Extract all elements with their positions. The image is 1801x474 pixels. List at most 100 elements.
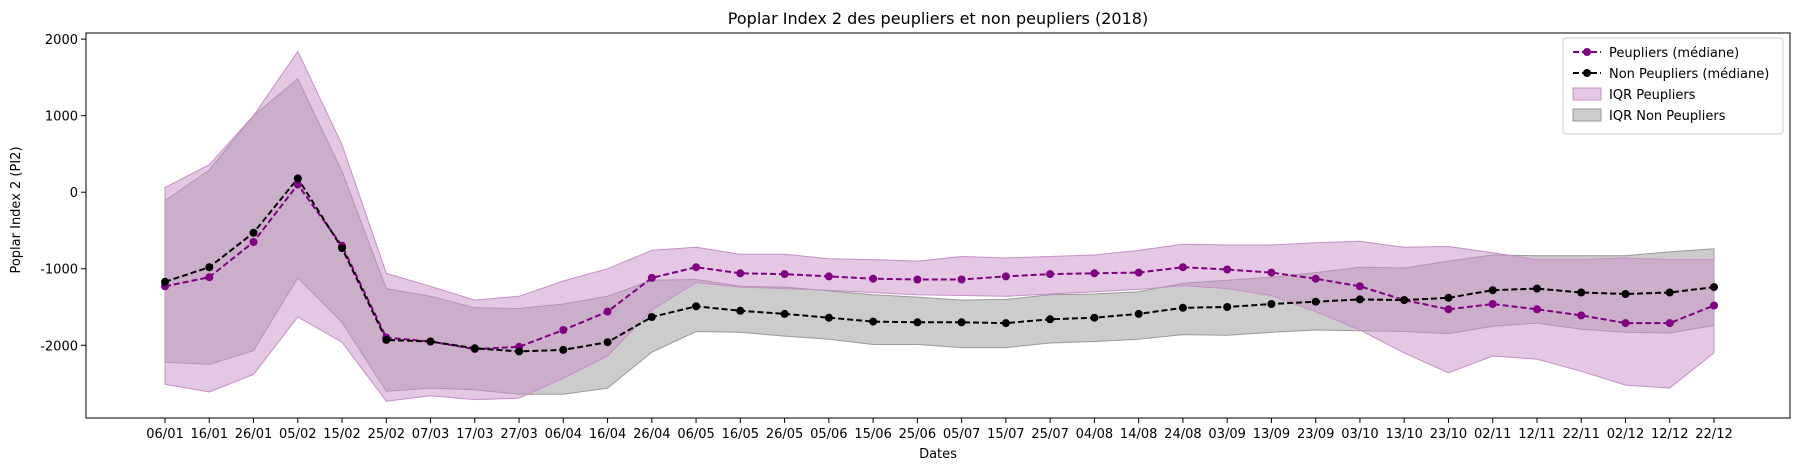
x-tick-label: 04/08: [1076, 427, 1113, 442]
series-1-point: [1488, 286, 1497, 295]
x-tick-label: 23/09: [1297, 427, 1334, 442]
series-1-point: [1533, 284, 1541, 293]
series-0-point: [1090, 269, 1099, 278]
x-tick-label: 16/05: [722, 427, 759, 442]
series-0-point: [293, 180, 302, 189]
x-tick-label: 06/01: [146, 427, 183, 442]
series-1-point: [426, 337, 435, 346]
x-tick-label: 26/04: [633, 427, 670, 442]
series-0-point: [1665, 319, 1674, 328]
median-points: [161, 174, 1718, 356]
series-0-point: [1311, 274, 1320, 283]
x-tick-label: 15/06: [854, 427, 891, 442]
series-0-point: [1223, 265, 1232, 274]
x-tick-label: 05/02: [279, 427, 316, 442]
series-1-point: [1710, 283, 1718, 292]
series-line-1: [164, 176, 1715, 353]
legend-swatch-marker: [1583, 48, 1591, 56]
x-tick-label: 24/08: [1164, 427, 1201, 442]
x-tick-label: 13/09: [1253, 427, 1290, 442]
x-tick-label: 07/03: [412, 427, 449, 442]
series-1-point: [161, 277, 169, 286]
series-1-point: [1444, 293, 1453, 302]
x-tick-label: 05/07: [943, 427, 980, 442]
x-tick-label: 15/02: [323, 427, 360, 442]
series-1-point: [824, 313, 833, 322]
series-1-point: [1621, 290, 1630, 298]
legend-label: IQR Non Peupliers: [1609, 109, 1726, 124]
x-axis-ticks: 06/01 16/01 26/01 05/02 15/02 25/02 07/03 17/03…: [146, 418, 1733, 442]
series-1-point: [1223, 303, 1232, 311]
x-tick-label: 25/06: [899, 427, 936, 442]
series-0-point: [736, 269, 745, 278]
series-1-point: [780, 309, 789, 318]
series-0-point: [1488, 300, 1497, 308]
series-1-point: [382, 335, 391, 344]
series-1-point: [559, 345, 568, 354]
legend-label: Non Peupliers (médiane): [1609, 67, 1769, 82]
series-1-point: [1178, 303, 1187, 312]
band-2: [164, 50, 1715, 402]
series-0-point: [1533, 305, 1541, 314]
y-axis-ticks: -2000 -1000 0 1000 2000: [40, 33, 86, 354]
x-tick-label: 03/10: [1341, 427, 1378, 442]
x-tick-label: 06/05: [677, 427, 714, 442]
legend-swatch-band: [1572, 108, 1602, 122]
series-0-point: [647, 273, 656, 282]
series-0-point: [957, 275, 966, 284]
series-0-point: [249, 238, 258, 246]
series-1-point: [1577, 288, 1586, 297]
x-tick-label: 12/11: [1518, 427, 1555, 442]
x-tick-label: 16/01: [191, 427, 228, 442]
x-axis-label: Dates: [919, 447, 957, 462]
x-tick-label: 16/04: [589, 427, 626, 442]
median-lines: [164, 176, 1715, 353]
series-1-point: [293, 174, 302, 183]
legend-label: Peupliers (médiane): [1609, 46, 1739, 61]
y-tick-label: 0: [70, 186, 78, 201]
series-1-point: [1665, 288, 1674, 297]
series-1-point: [470, 344, 479, 353]
y-axis-label: Poplar Index 2 (PI2): [9, 146, 24, 273]
legend: Peupliers (médiane) Non Peupliers (médian…: [1562, 37, 1784, 135]
series-1-point: [869, 317, 878, 326]
series-1-point: [1355, 295, 1364, 304]
x-tick-label: 22/11: [1562, 427, 1599, 442]
x-tick-label: 02/11: [1474, 427, 1511, 442]
x-tick-label: 27/03: [500, 427, 537, 442]
x-tick-label: 05/06: [810, 427, 847, 442]
y-tick-label: -1000: [40, 263, 78, 278]
series-line-0: [164, 182, 1715, 351]
series-0-point: [559, 326, 568, 334]
series-1-point: [736, 306, 745, 315]
x-tick-label: 23/10: [1430, 427, 1467, 442]
series-1-point: [913, 318, 922, 327]
series-1-point: [603, 338, 612, 347]
series-0-point: [1577, 311, 1586, 320]
series-0-point: [692, 263, 701, 272]
series-0-point: [1710, 301, 1718, 310]
series-1-point: [1090, 313, 1099, 322]
series-0-point: [205, 273, 214, 282]
series-1-point: [1400, 296, 1409, 305]
series-0-point: [1134, 268, 1143, 277]
series-1-point: [1267, 300, 1276, 308]
x-tick-label: 06/04: [545, 427, 582, 442]
x-tick-label: 03/09: [1208, 427, 1245, 442]
x-tick-label: 26/05: [766, 427, 803, 442]
series-1-point: [1001, 319, 1010, 328]
series-0-point: [780, 270, 789, 279]
plot-frame: [85, 32, 1791, 419]
legend-label: IQR Peupliers: [1609, 88, 1696, 103]
y-tick-label: -2000: [40, 339, 78, 354]
x-tick-label: 22/12: [1695, 427, 1732, 442]
legend-swatch-band: [1572, 87, 1602, 101]
x-tick-label: 02/12: [1607, 427, 1644, 442]
series-0-point: [1355, 282, 1364, 291]
series-1-point: [1134, 309, 1143, 318]
series-1-point: [647, 313, 656, 321]
series-0-point: [1444, 305, 1453, 314]
x-tick-label: 17/03: [456, 427, 493, 442]
x-tick-label: 25/07: [1031, 427, 1068, 442]
